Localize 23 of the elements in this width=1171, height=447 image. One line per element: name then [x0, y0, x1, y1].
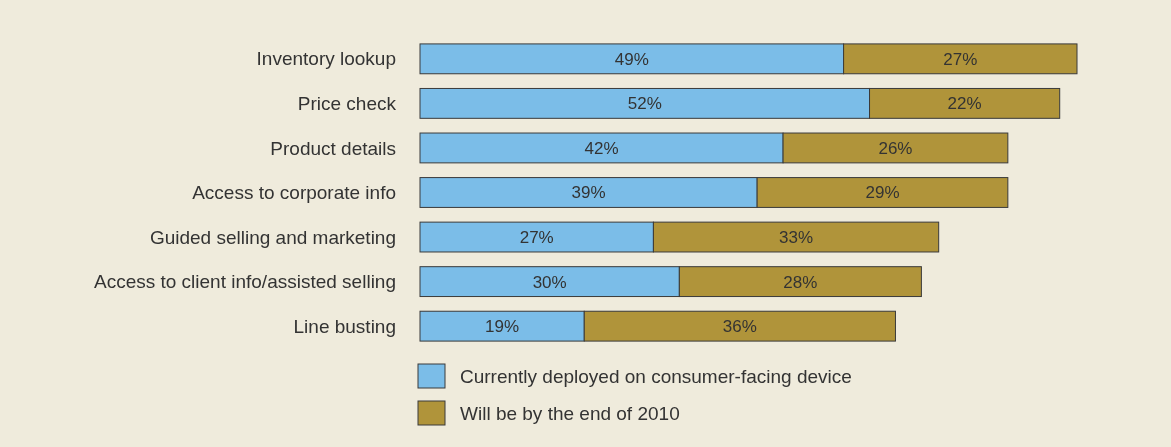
- data-label: 19%: [485, 317, 520, 337]
- y-tick-label: Inventory lookup: [256, 48, 396, 70]
- legend-label: Will be by the end of 2010: [460, 402, 680, 424]
- y-tick-label: Guided selling and marketing: [149, 226, 396, 248]
- data-label: 39%: [571, 183, 606, 203]
- y-tick-label: Access to corporate info: [192, 182, 396, 204]
- data-label: 29%: [865, 183, 900, 203]
- data-label: 33%: [779, 228, 814, 247]
- data-label: 27%: [943, 49, 978, 69]
- data-label: 27%: [519, 228, 554, 247]
- data-label: 22%: [947, 94, 982, 114]
- data-label: 49%: [614, 49, 649, 69]
- y-tick-label: Product details: [270, 137, 396, 159]
- data-label: 26%: [878, 138, 913, 158]
- y-tick-label: Line busting: [293, 315, 396, 337]
- data-label: 36%: [722, 317, 757, 337]
- y-tick-label: Access to client info/assisted selling: [93, 271, 396, 293]
- data-label: 30%: [532, 272, 567, 292]
- y-tick-label: Price check: [297, 93, 397, 115]
- legend-label: Currently deployed on consumer-facing device: [460, 365, 852, 387]
- data-label: 42%: [584, 138, 619, 158]
- data-label: 28%: [783, 272, 818, 292]
- data-label: 52%: [627, 94, 662, 114]
